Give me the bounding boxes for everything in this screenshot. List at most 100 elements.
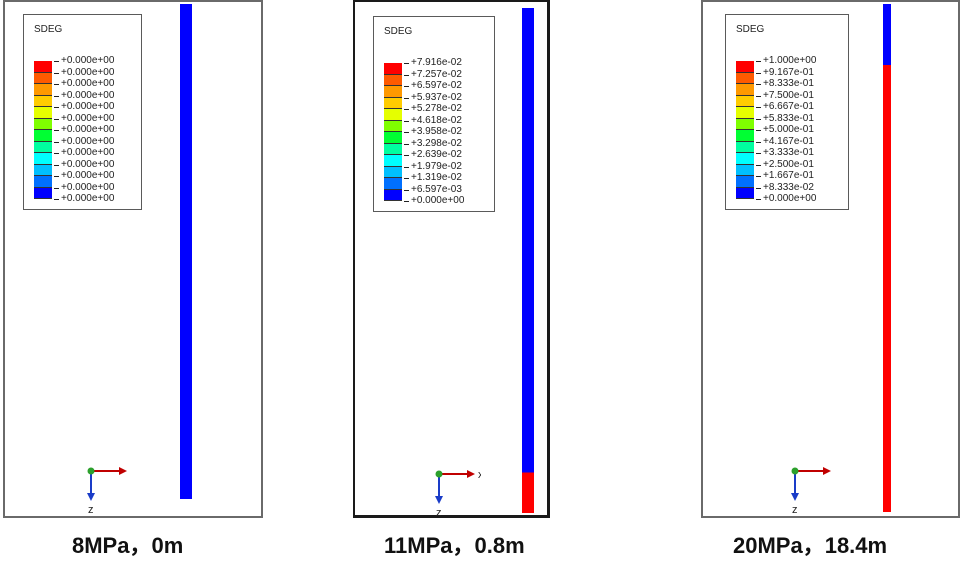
- legend-tick: [756, 187, 761, 189]
- legend-tick: [54, 61, 59, 62]
- axis-x-label: x: [478, 469, 481, 481]
- legend-swatch: [384, 189, 402, 201]
- legend-swatch: [736, 164, 754, 176]
- contour-panel-3: SDEG +1.000e+00 +9.167e-01 +8.333e-01 +7.50…: [701, 0, 960, 518]
- legend-tick: [54, 84, 59, 85]
- legend-tick: [404, 143, 409, 145]
- legend-tick: [54, 199, 59, 200]
- pile-member: [883, 4, 891, 512]
- legend-swatch: [34, 107, 52, 119]
- legend-value: +2.639e-02: [411, 149, 462, 160]
- legend-tick: [54, 95, 59, 97]
- legend-swatch: [384, 120, 402, 132]
- legend-value: +4.167e-01: [763, 135, 814, 147]
- legend-tick: [756, 118, 761, 120]
- caption-panel-2: 11MPa，0.8m: [384, 533, 525, 558]
- legend-title: SDEG: [736, 24, 765, 35]
- legend-tick: [404, 120, 409, 122]
- color-scale: [736, 61, 754, 199]
- legend-value: +0.000e+00: [763, 193, 817, 204]
- axis-triad: x z: [421, 460, 484, 520]
- legend-box: SDEG +1.000e+00 +9.167e-01 +8.333e-01 +7.50…: [725, 14, 849, 210]
- legend-value: +7.257e-02: [411, 68, 462, 80]
- legend-value: +0.000e+00: [61, 135, 115, 147]
- legend-tick: [756, 141, 761, 143]
- legend-value: +8.333e-02: [763, 181, 814, 193]
- caption-panel-1: 8MPa，0m: [72, 533, 184, 558]
- contour-panel-2: SDEG +7.916e-02 +7.257e-02 +6.597e-02 +5.93…: [353, 0, 550, 520]
- legend-tick: [404, 63, 409, 64]
- legend-value: +0.000e+00: [61, 112, 115, 124]
- legend-tick: [756, 164, 761, 166]
- legend-tick: [54, 130, 59, 131]
- legend-value: +5.278e-02: [411, 103, 462, 114]
- legend-value: +1.319e-02: [411, 172, 462, 183]
- legend-swatch: [736, 153, 754, 165]
- legend-box: SDEG +0.000e+00 +0.000e+00 +0.000e+00 +0.00…: [23, 14, 142, 210]
- legend-value: +0.000e+00: [61, 158, 115, 170]
- legend-value: +0.000e+00: [61, 55, 115, 66]
- legend-swatch: [384, 86, 402, 98]
- legend-tick: [54, 118, 59, 120]
- legend-swatch: [34, 187, 52, 199]
- legend-value: +3.958e-02: [411, 126, 462, 137]
- legend-tick: [54, 72, 59, 74]
- legend-value: +0.000e+00: [411, 195, 465, 206]
- legend-swatch: [384, 143, 402, 155]
- legend-tick: [54, 141, 59, 143]
- legend-value: +0.000e+00: [61, 101, 115, 112]
- legend-value: +0.000e+00: [61, 66, 115, 78]
- legend-box: SDEG +7.916e-02 +7.257e-02 +6.597e-02 +5.93…: [373, 16, 495, 212]
- legend-value: +7.916e-02: [411, 57, 462, 68]
- legend-swatch: [736, 118, 754, 130]
- legend-tick: [54, 164, 59, 166]
- legend-value: +5.937e-02: [411, 91, 462, 103]
- legend-tick: [404, 189, 409, 191]
- axis-z-label: z: [88, 504, 94, 516]
- legend-tick: [404, 74, 409, 76]
- legend-value: +1.000e+00: [763, 55, 817, 66]
- pile-member: [522, 8, 534, 513]
- legend-tick: [54, 153, 59, 154]
- legend-tick: [404, 132, 409, 133]
- legend-swatch: [384, 63, 402, 75]
- legend-tick: [756, 61, 761, 62]
- legend-swatch: [384, 109, 402, 121]
- legend-value: +6.667e-01: [763, 101, 814, 112]
- axis-triad: x z: [775, 457, 841, 517]
- legend-value: +6.597e-02: [411, 80, 462, 91]
- legend-swatch: [384, 178, 402, 190]
- legend-tick: [756, 72, 761, 74]
- legend-value: +6.597e-03: [411, 183, 462, 195]
- legend-tick: [756, 95, 761, 97]
- legend-value: +8.333e-01: [763, 78, 814, 89]
- color-scale: [384, 63, 402, 201]
- legend-tick: [404, 178, 409, 179]
- legend-swatch: [34, 61, 52, 73]
- legend-swatch: [384, 97, 402, 109]
- caption-panel-3: 20MPa，18.4m: [733, 533, 888, 558]
- legend-swatch: [34, 164, 52, 176]
- legend-swatch: [736, 61, 754, 73]
- color-scale: [34, 61, 52, 199]
- legend-value: +0.000e+00: [61, 193, 115, 204]
- legend-tick: [404, 109, 409, 110]
- legend-swatch: [384, 155, 402, 167]
- legend-tick: [404, 201, 409, 202]
- legend-value: +1.667e-01: [763, 170, 814, 181]
- legend-swatch: [384, 166, 402, 178]
- legend-tick: [756, 130, 761, 131]
- pile-member: [180, 4, 192, 499]
- axis-z-label: z: [436, 507, 442, 519]
- legend-swatch: [34, 141, 52, 153]
- legend-swatch: [736, 72, 754, 84]
- legend-swatch: [736, 130, 754, 142]
- legend-value: +1.979e-02: [411, 160, 462, 172]
- legend-value: +9.167e-01: [763, 66, 814, 78]
- legend-tick: [756, 176, 761, 177]
- contour-panel-1: SDEG +0.000e+00 +0.000e+00 +0.000e+00 +0.00…: [3, 0, 263, 518]
- legend-value: +0.000e+00: [61, 170, 115, 181]
- legend-swatch: [34, 118, 52, 130]
- axis-triad: x z: [71, 457, 137, 517]
- legend-swatch: [736, 176, 754, 188]
